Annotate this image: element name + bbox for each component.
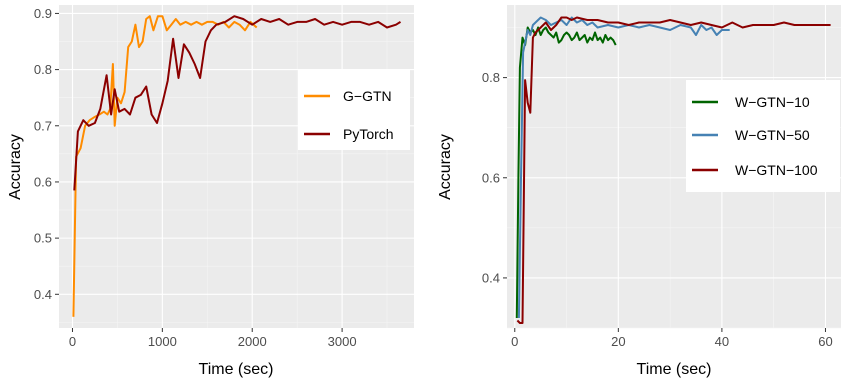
- left-chart: 0 1000 2000 3000 0.4 0.5 0.6 0.7 0.8 0.9 G−GTN Py…: [7, 5, 414, 378]
- right-x-axis-title: Time (sec): [637, 361, 712, 378]
- right-x-tick-label: 40: [715, 334, 729, 349]
- left-legend: G−GTN PyTorch: [298, 70, 410, 150]
- right-y-axis-title: Accuracy: [437, 134, 454, 200]
- left-y-tick-label: 0.6: [34, 174, 52, 189]
- left-grid: [59, 5, 414, 328]
- right-y-tick-label: 0.4: [482, 270, 500, 285]
- left-y-axis-title: Accuracy: [7, 134, 24, 200]
- left-x-tick-label: 0: [69, 334, 76, 349]
- right-x-tick-label: 60: [818, 334, 832, 349]
- left-legend-label-g-gtn: G−GTN: [343, 88, 392, 104]
- left-x-tick-label: 3000: [328, 334, 357, 349]
- right-legend-label-w-gtn-50: W−GTN−50: [735, 127, 810, 143]
- right-series: [515, 16, 831, 324]
- left-legend-label-pytorch: PyTorch: [343, 126, 394, 142]
- right-chart: 0 20 40 60 0.4 0.6 0.8 W−GTN−10 W−GTN−50 W−GTN…: [437, 5, 841, 378]
- left-x-tick-label: 1000: [148, 334, 177, 349]
- left-y-tick-label: 0.9: [34, 6, 52, 21]
- left-series: [72, 15, 402, 317]
- left-ticks: 0 1000 2000 3000 0.4 0.5 0.6 0.7 0.8 0.9: [34, 6, 357, 349]
- left-y-tick-label: 0.7: [34, 118, 52, 133]
- right-x-tick-label: 20: [611, 334, 625, 349]
- right-legend-label-w-gtn-100: W−GTN−100: [735, 162, 818, 178]
- right-series-line-w-gtn-100: [516, 16, 831, 324]
- right-x-tick-label: 0: [511, 334, 518, 349]
- left-y-tick-label: 0.8: [34, 62, 52, 77]
- right-series-line-w-gtn-50: [517, 16, 730, 319]
- right-y-tick-label: 0.6: [482, 170, 500, 185]
- left-x-tick-label: 2000: [238, 334, 267, 349]
- right-legend: W−GTN−10 W−GTN−50 W−GTN−100: [686, 80, 840, 192]
- left-x-axis-title: Time (sec): [199, 361, 274, 378]
- left-series-line-pytorch: [73, 15, 402, 191]
- left-legend-box: [298, 70, 410, 150]
- left-y-tick-label: 0.4: [34, 287, 52, 302]
- right-ticks: 0 20 40 60 0.4 0.6 0.8: [482, 70, 833, 349]
- right-y-tick-label: 0.8: [482, 70, 500, 85]
- right-legend-label-w-gtn-10: W−GTN−10: [735, 94, 810, 110]
- left-y-tick-label: 0.5: [34, 231, 52, 246]
- left-plot-panel: [59, 5, 414, 328]
